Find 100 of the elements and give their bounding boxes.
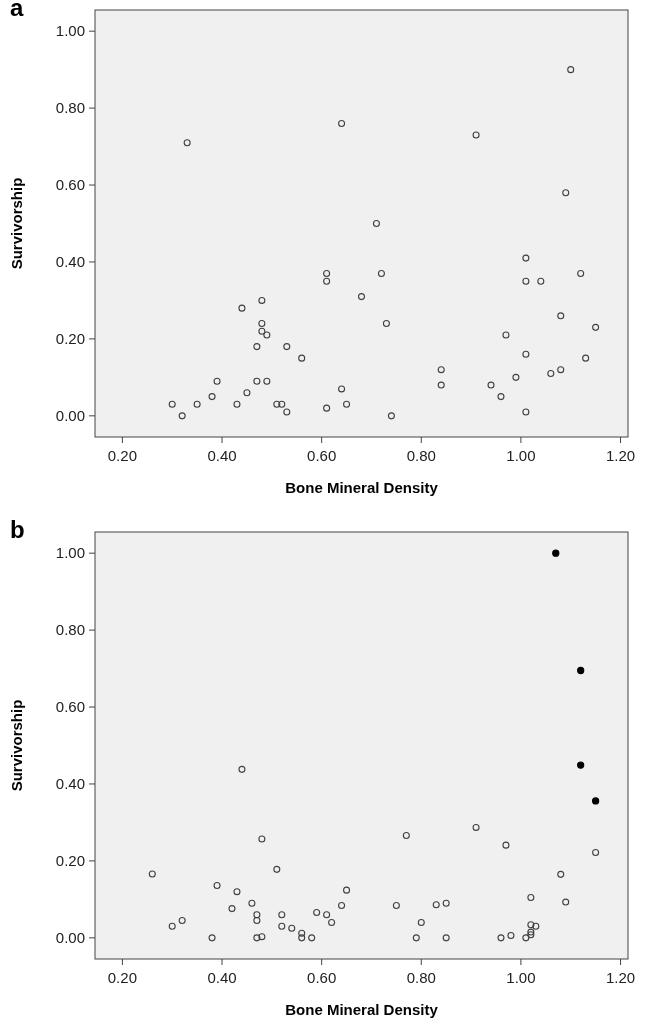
point bbox=[522, 254, 530, 262]
point bbox=[591, 797, 600, 805]
x-tick-label: 0.20 bbox=[107, 969, 137, 986]
point bbox=[263, 377, 271, 385]
point bbox=[527, 928, 535, 936]
point bbox=[278, 922, 286, 930]
point bbox=[253, 911, 261, 919]
y-tick-label: 0.20 bbox=[55, 330, 85, 348]
point bbox=[377, 269, 385, 278]
point bbox=[238, 304, 246, 312]
point bbox=[178, 412, 186, 420]
point bbox=[183, 139, 191, 147]
point bbox=[357, 293, 366, 301]
point bbox=[522, 408, 530, 416]
point bbox=[507, 932, 515, 940]
point bbox=[298, 934, 306, 942]
point bbox=[283, 343, 291, 351]
point bbox=[502, 331, 510, 339]
point bbox=[323, 269, 331, 278]
x-tick-label: 0.80 bbox=[406, 447, 436, 464]
point bbox=[557, 366, 565, 374]
point bbox=[432, 901, 440, 909]
point bbox=[228, 905, 236, 913]
point bbox=[253, 934, 261, 942]
point bbox=[382, 319, 390, 328]
x-tick-label: 0.40 bbox=[207, 969, 237, 986]
point bbox=[577, 761, 585, 769]
point bbox=[323, 277, 331, 285]
point bbox=[497, 934, 505, 942]
point bbox=[253, 343, 261, 351]
point bbox=[567, 66, 575, 74]
point bbox=[582, 354, 590, 362]
point bbox=[557, 312, 565, 320]
point bbox=[387, 412, 395, 420]
point bbox=[442, 899, 450, 907]
y-axis-title: Survivorship bbox=[8, 177, 25, 270]
point bbox=[592, 848, 600, 856]
x-tick-label: 0.60 bbox=[307, 969, 337, 986]
point bbox=[502, 841, 510, 849]
point bbox=[278, 911, 286, 919]
point bbox=[338, 385, 346, 393]
point bbox=[472, 823, 480, 831]
point bbox=[522, 277, 530, 285]
point bbox=[258, 327, 266, 335]
y-axis-title: Survivorship bbox=[8, 699, 25, 792]
point bbox=[392, 902, 400, 910]
point bbox=[527, 931, 535, 939]
point bbox=[233, 400, 241, 408]
point bbox=[442, 934, 450, 942]
point bbox=[532, 922, 540, 930]
point bbox=[592, 323, 600, 331]
point bbox=[437, 381, 445, 389]
x-tick-label: 1.20 bbox=[605, 447, 636, 464]
point bbox=[522, 934, 530, 942]
point bbox=[472, 131, 480, 139]
point bbox=[213, 377, 221, 385]
point bbox=[193, 400, 201, 408]
point bbox=[522, 350, 530, 358]
x-tick-label: 0.40 bbox=[207, 447, 237, 464]
point bbox=[437, 366, 445, 374]
point bbox=[273, 400, 281, 408]
point bbox=[263, 331, 271, 339]
point bbox=[547, 370, 555, 378]
x-tick-label: 0.20 bbox=[107, 447, 137, 464]
point bbox=[338, 902, 346, 910]
x-tick-label: 0.60 bbox=[307, 447, 337, 464]
point bbox=[168, 400, 176, 408]
y-tick-label: 0.80 bbox=[55, 99, 85, 117]
point bbox=[343, 886, 351, 894]
point bbox=[258, 933, 266, 941]
y-tick-label: 1.00 bbox=[55, 22, 85, 40]
point bbox=[273, 865, 281, 873]
y-tick-label: 0.00 bbox=[55, 407, 85, 425]
point bbox=[258, 835, 266, 843]
x-tick-label: 0.80 bbox=[406, 969, 436, 986]
x-tick-label: 1.00 bbox=[506, 447, 536, 464]
x-axis-title: Bone Mineral Density bbox=[285, 1001, 439, 1018]
point bbox=[487, 381, 495, 389]
point bbox=[298, 354, 306, 362]
point bbox=[258, 296, 266, 304]
point bbox=[412, 934, 420, 942]
point bbox=[288, 924, 296, 932]
y-tick-label: 1.00 bbox=[55, 544, 85, 562]
point bbox=[243, 389, 251, 397]
y-tick-label: 0.40 bbox=[55, 253, 85, 271]
point bbox=[557, 870, 565, 878]
y-tick-label: 0.20 bbox=[55, 852, 85, 870]
point bbox=[213, 882, 221, 890]
point bbox=[577, 666, 585, 675]
point bbox=[338, 119, 346, 128]
y-tick-label: 0.60 bbox=[55, 698, 85, 716]
point bbox=[178, 917, 186, 925]
point bbox=[208, 393, 216, 401]
chart-title: b bbox=[10, 516, 25, 543]
chart-title: a bbox=[10, 0, 24, 21]
point bbox=[512, 373, 520, 381]
x-tick-label: 1.20 bbox=[605, 969, 636, 986]
point bbox=[323, 404, 331, 412]
point bbox=[537, 277, 545, 285]
point bbox=[328, 918, 336, 926]
